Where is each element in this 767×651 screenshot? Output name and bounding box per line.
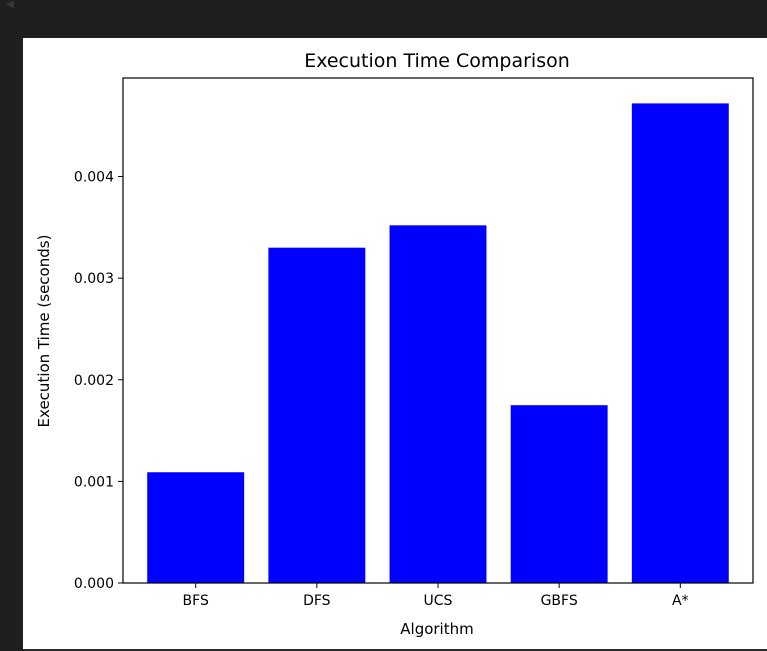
chart-title: Execution Time Comparison xyxy=(304,50,570,72)
plot-area: 0.000 0.001 0.002 0.003 0.004 BFS DFS UCS GBFS A* xyxy=(74,77,754,609)
x-axis-label: Algorithm xyxy=(400,620,473,638)
bar-a xyxy=(631,103,729,584)
y-tick-label: 0.001 xyxy=(74,474,114,490)
bar-ucs xyxy=(389,225,487,584)
y-tick-label: 0.004 xyxy=(74,170,114,186)
bottom-border xyxy=(23,649,767,651)
chart-figure: Execution Time Comparison 0.000 0.001 0.00… xyxy=(23,38,767,649)
y-tick-label: 0.000 xyxy=(74,576,114,592)
bar-bfs xyxy=(147,472,245,583)
bar-dfs xyxy=(268,247,366,584)
x-tick-label: GBFS xyxy=(541,593,578,609)
bar-gbfs xyxy=(510,405,608,583)
x-tick-label: UCS xyxy=(424,593,453,609)
y-tick-label: 0.002 xyxy=(74,373,114,389)
bar-chart: Execution Time Comparison 0.0000.0010.00… xyxy=(35,50,754,638)
y-axis-label: Execution Time (seconds) xyxy=(35,235,53,428)
scroll-left-arrow-icon[interactable]: ◀ xyxy=(6,0,14,10)
x-tick-label: DFS xyxy=(303,593,331,609)
y-tick-label: 0.003 xyxy=(74,271,114,287)
x-tick-label: A* xyxy=(672,593,689,609)
x-tick-label: BFS xyxy=(183,593,209,609)
